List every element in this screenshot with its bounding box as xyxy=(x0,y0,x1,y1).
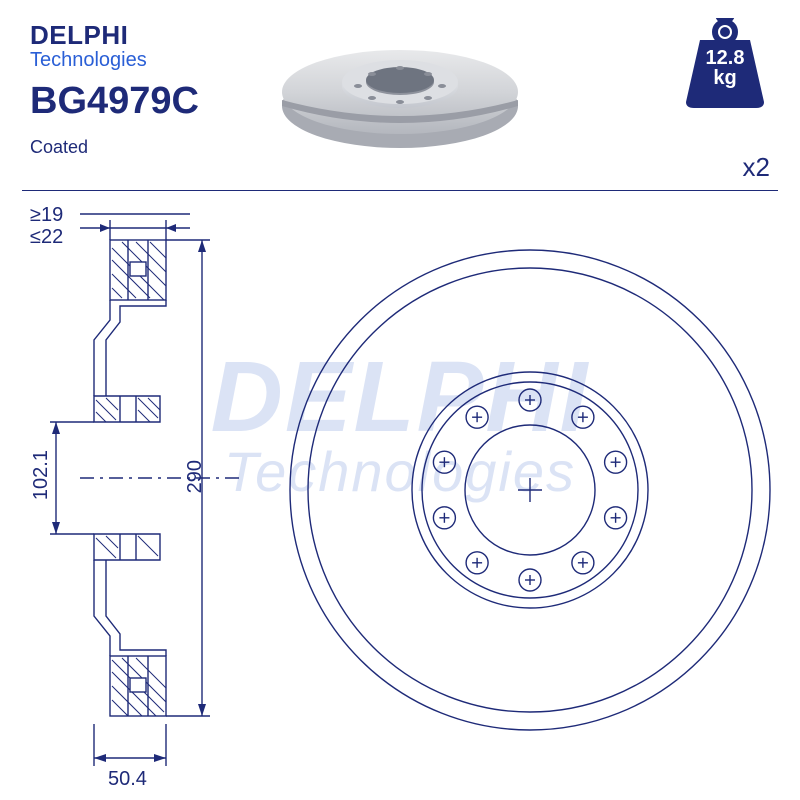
front-view-drawing xyxy=(280,240,780,740)
weight-number: 12.8 xyxy=(706,47,745,69)
header: DELPHI Technologies BG4979C Coated xyxy=(0,0,800,200)
product-photo xyxy=(270,14,530,174)
weight-badge: 12.8 kg xyxy=(680,18,770,108)
dim-thickness: ≤22 xyxy=(30,226,63,249)
weight-unit: kg xyxy=(713,67,736,89)
brand-subtitle: Technologies xyxy=(30,49,199,72)
technical-drawing: DELPHI Technologies xyxy=(0,200,800,800)
weight-value: 12.8 kg xyxy=(680,48,770,88)
dim-min-thickness: ≥19 xyxy=(30,204,63,227)
dim-hub-dia: 102.1 xyxy=(30,450,53,500)
coating-label: Coated xyxy=(30,137,199,158)
header-divider xyxy=(22,190,778,191)
quantity-label: x2 xyxy=(743,152,770,183)
brand-block: DELPHI Technologies BG4979C Coated xyxy=(30,20,199,158)
dim-outer-dia: 290 xyxy=(184,460,207,493)
part-number: BG4979C xyxy=(30,80,199,123)
brand-name: DELPHI xyxy=(30,20,199,51)
dim-hub-depth: 50.4 xyxy=(108,768,147,791)
